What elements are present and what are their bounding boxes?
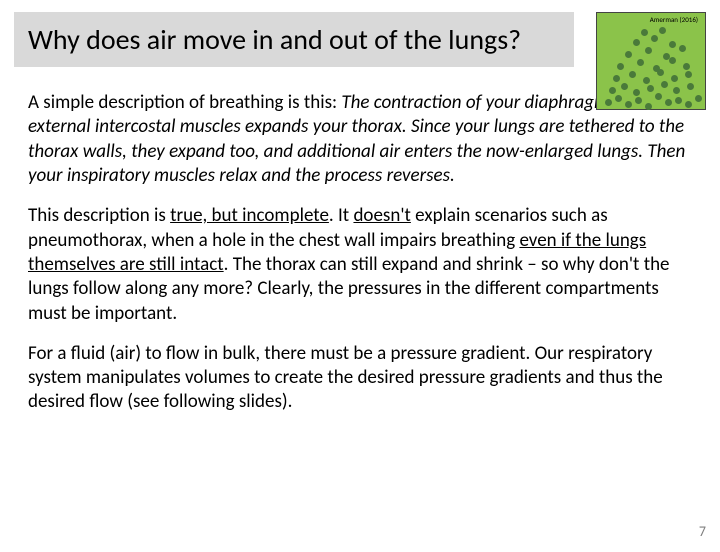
title-bar: Why does air move in and out of the lung… <box>14 12 574 67</box>
p2a: This description is <box>28 204 170 227</box>
page-number: 7 <box>699 523 706 540</box>
p2c: . It <box>329 204 354 227</box>
p2d: doesn't <box>353 204 410 227</box>
corner-figure: Amerman (2016) <box>596 12 706 110</box>
paragraph-1: A simple description of breathing is thi… <box>28 91 692 188</box>
slide-title: Why does air move in and out of the lung… <box>28 22 521 57</box>
paragraph-2: This description is true, but incomplete… <box>28 204 692 326</box>
corner-citation: Amerman (2016) <box>650 15 698 24</box>
slide-body: A simple description of breathing is thi… <box>0 67 720 415</box>
para1-lead: A simple description of breathing is thi… <box>28 91 341 114</box>
gas-dots-illustration <box>597 27 705 111</box>
p2b: true, but incomplete <box>170 204 329 227</box>
paragraph-3: For a fluid (air) to flow in bulk, there… <box>28 342 692 415</box>
